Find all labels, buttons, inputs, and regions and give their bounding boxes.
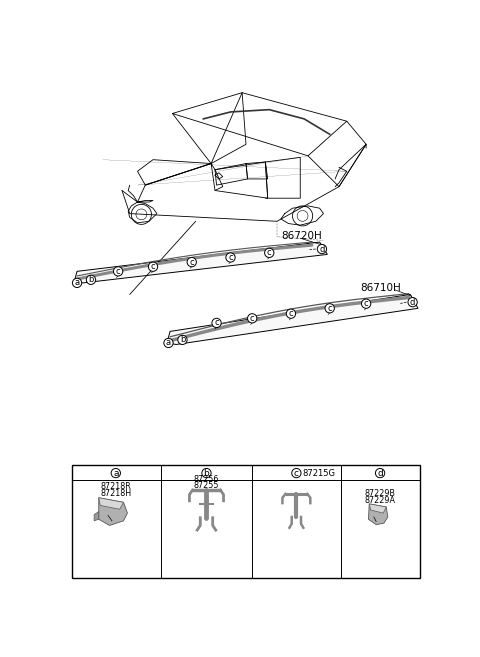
Circle shape: [178, 335, 187, 344]
Circle shape: [72, 279, 82, 288]
Circle shape: [264, 248, 274, 258]
Text: c: c: [214, 319, 219, 327]
Polygon shape: [369, 504, 386, 513]
Text: 87229B: 87229B: [365, 489, 396, 499]
Text: c: c: [250, 314, 254, 323]
Text: c: c: [288, 309, 293, 318]
Circle shape: [408, 298, 417, 307]
Text: c: c: [228, 253, 233, 262]
Bar: [72, 465, 420, 578]
Text: c: c: [294, 468, 299, 478]
Circle shape: [164, 338, 173, 348]
Text: d: d: [410, 298, 415, 307]
Polygon shape: [99, 498, 127, 526]
Text: a: a: [166, 338, 171, 348]
Circle shape: [317, 244, 326, 254]
Text: 87229A: 87229A: [365, 495, 396, 505]
Polygon shape: [74, 242, 327, 283]
Circle shape: [226, 253, 235, 262]
Text: 87256: 87256: [194, 475, 219, 484]
Text: 87218R: 87218R: [100, 482, 131, 491]
Text: b: b: [204, 468, 209, 478]
Text: 87218H: 87218H: [100, 489, 132, 497]
Polygon shape: [369, 504, 388, 525]
Text: c: c: [190, 258, 194, 267]
Text: c: c: [267, 248, 272, 258]
Circle shape: [148, 262, 157, 271]
Circle shape: [375, 468, 385, 478]
Text: a: a: [113, 468, 119, 478]
Text: 87255: 87255: [194, 481, 219, 490]
Text: c: c: [151, 262, 156, 271]
Circle shape: [286, 309, 296, 318]
Text: c: c: [116, 267, 120, 276]
Polygon shape: [99, 498, 123, 509]
Text: c: c: [364, 299, 369, 308]
Circle shape: [187, 258, 196, 267]
Text: a: a: [74, 279, 80, 287]
Text: d: d: [319, 244, 324, 254]
Circle shape: [212, 318, 221, 328]
Polygon shape: [94, 512, 99, 521]
Text: b: b: [180, 335, 185, 344]
Text: 87215G: 87215G: [302, 468, 336, 478]
Circle shape: [361, 299, 371, 308]
Circle shape: [325, 304, 335, 313]
Text: 86720H: 86720H: [281, 231, 322, 241]
Text: 86710H: 86710H: [360, 283, 401, 292]
Circle shape: [86, 275, 96, 284]
Circle shape: [202, 468, 211, 478]
Circle shape: [292, 468, 301, 478]
Circle shape: [248, 313, 257, 323]
Text: b: b: [88, 275, 94, 284]
Circle shape: [111, 468, 120, 478]
Circle shape: [113, 267, 123, 276]
Text: c: c: [327, 304, 332, 313]
Polygon shape: [167, 294, 418, 344]
Text: d: d: [377, 468, 383, 478]
